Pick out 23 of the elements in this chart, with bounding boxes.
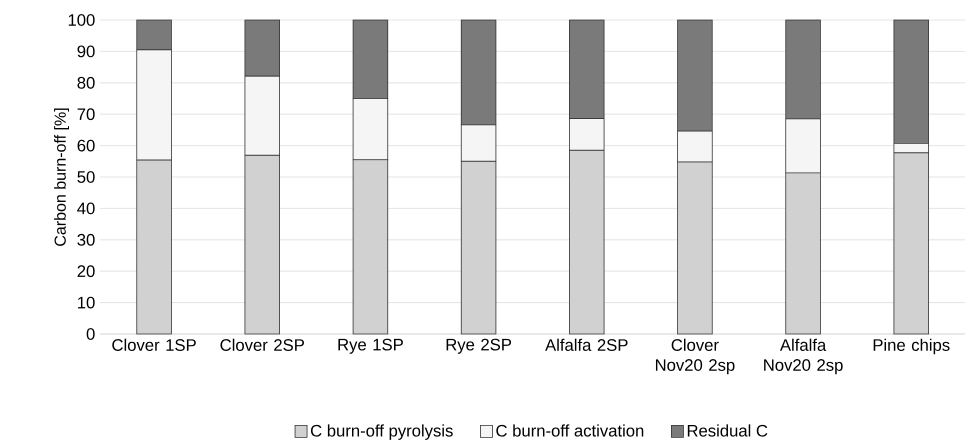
legend-label: Residual C <box>688 424 768 437</box>
y-tick-label: 90 <box>78 46 95 58</box>
y-tick-label: 30 <box>77 234 95 246</box>
y-tick-label: 100 <box>68 14 95 26</box>
x-tick-label: Clover Nov20 2sp <box>656 338 734 374</box>
x-tick-label: Rye 1SP <box>338 338 403 354</box>
y-tick-label: 0 <box>86 328 95 340</box>
y-axis-title: Carbon burn-off [%] <box>54 108 70 246</box>
y-tick-label: 50 <box>77 171 95 183</box>
legend-label: C burn-off activation <box>496 424 644 437</box>
y-tick-label: 80 <box>77 76 95 89</box>
legend-label: C burn-off pyrolysis <box>310 424 453 440</box>
y-tick-label: 70 <box>78 108 95 120</box>
y-tick-label: 40 <box>77 202 95 214</box>
x-tick-label: Alfalfa Nov20 2sp <box>764 338 843 374</box>
x-tick-label: Alfalfa 2SP <box>545 338 628 351</box>
y-tick-label: 20 <box>78 265 95 278</box>
x-tick-label: Clover 1SP <box>112 338 196 351</box>
x-tick-label: Pine chips <box>874 338 950 354</box>
y-tick-label: 60 <box>78 140 95 152</box>
y-tick-label: 10 <box>78 296 95 308</box>
x-tick-label: Clover 2SP <box>220 338 304 351</box>
x-tick-label: Rye 2SP <box>446 338 512 354</box>
